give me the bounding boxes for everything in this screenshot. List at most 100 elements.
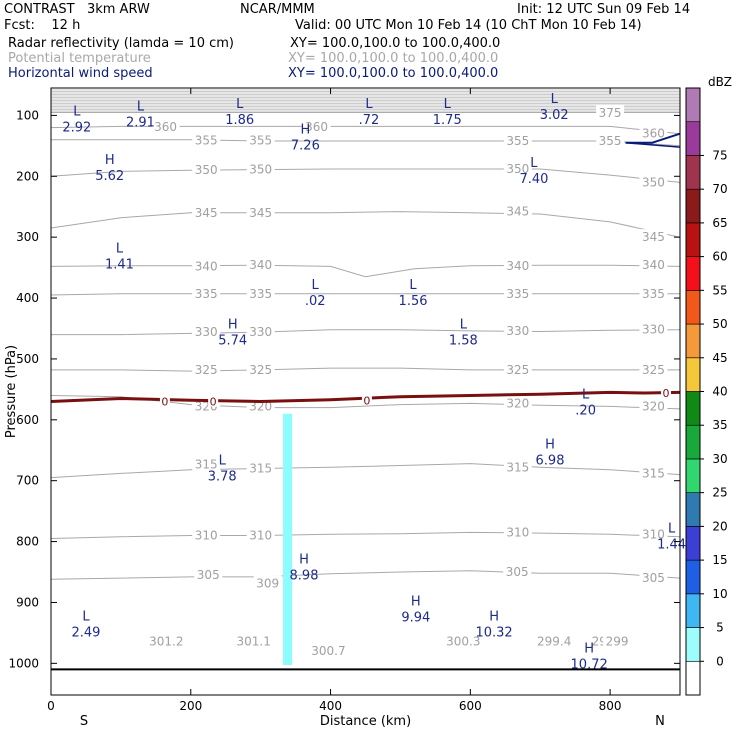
theta-label-bg (192, 132, 221, 147)
y-tick-label: 800 (16, 535, 39, 549)
theta-label-bg (639, 361, 668, 376)
theta-label: 310 (195, 528, 218, 542)
wind-extremum-L: L (236, 97, 244, 112)
theta-label: 315 (195, 457, 218, 471)
field-xy-reflectivity: XY= 100.0,100.0 to 100.0,400.0 (290, 36, 501, 51)
theta-label-bg (639, 465, 668, 480)
theta-label-bg (503, 322, 532, 337)
theta-label: 345 (195, 206, 218, 220)
colorbar-level-label: 60 (712, 250, 727, 264)
theta-label: 355 (506, 134, 529, 148)
theta-contour-315 (50, 463, 681, 479)
theta-label: 355 (249, 133, 272, 147)
theta-label: 355 (599, 134, 622, 148)
theta-label: 325 (642, 363, 665, 377)
zero-isotherm-label-bg (661, 387, 672, 399)
theta-label: 345 (506, 205, 529, 219)
colorbar-swatch (685, 391, 701, 426)
theta-label-bg (246, 361, 275, 376)
header-init: Init: 12 UTC Sun 09 Feb 14 (517, 2, 691, 17)
theta-label: 375 (599, 106, 622, 120)
wind-extremum-value: 6.98 (536, 453, 565, 468)
theta-label: 305 (506, 565, 529, 579)
colorbar-level-label: 40 (712, 385, 727, 399)
theta-label-bg (639, 526, 668, 541)
wind-extremum-value: 1.44 (657, 537, 686, 552)
theta-label: 350 (642, 175, 665, 189)
plot-frame (50, 87, 681, 696)
wind-extremum-value: 1.58 (449, 333, 478, 348)
theta-label: 301.1 (236, 634, 270, 648)
colorbar-level-label: 25 (712, 486, 727, 500)
x-axis-label: Distance (km) (320, 714, 411, 729)
theta-label-bg (192, 361, 221, 376)
colorbar-level-label: 50 (712, 317, 727, 331)
theta-label: 310 (642, 527, 665, 541)
wind-extremum-L: L (219, 453, 227, 468)
theta-label: 330 (249, 325, 272, 339)
theta-label-bg (503, 361, 532, 376)
theta-label: 335 (642, 287, 665, 301)
colorbar-level-label: 20 (712, 519, 727, 533)
wind-extremum-value: 9.94 (401, 611, 430, 626)
zero-isotherm-label: 0 (210, 396, 217, 409)
wind-extremum-L: L (444, 97, 452, 112)
wind-extremum-L: L (137, 100, 145, 115)
wind-extremum-value: 7.26 (291, 139, 320, 154)
y-tick-label: 900 (16, 595, 39, 609)
wind-extremum-value: 2.91 (126, 116, 155, 131)
wind-extremum-L: L (530, 156, 538, 171)
theta-label-bg (503, 160, 532, 175)
theta-label-bg (639, 174, 668, 189)
colorbar-swatch (685, 526, 701, 561)
theta-label-bg (639, 321, 668, 336)
theta-label: 309 (256, 577, 279, 591)
field-label-wind: Horizontal wind speed (8, 66, 153, 81)
theta-label-bg (192, 258, 221, 273)
theta-label: 315 (642, 466, 665, 480)
theta-label: 360 (154, 120, 177, 134)
colorbar-swatch (685, 424, 701, 460)
wind-extremum-value: 5.74 (218, 333, 247, 348)
wind-extremum-value: 2.92 (62, 120, 91, 135)
header-fcst: Fcst: 12 h (4, 18, 81, 33)
theta-label: 345 (249, 206, 272, 220)
theta-label-bg (194, 567, 223, 582)
theta-label-bg (503, 459, 532, 474)
theta-label: 300.3 (446, 634, 480, 648)
colorbar-level-label: 65 (712, 216, 727, 230)
theta-label-bg (540, 633, 569, 648)
theta-label: 350 (506, 162, 529, 176)
wind-extremum-L: L (312, 278, 320, 293)
x-tick-label: 0 (47, 699, 55, 713)
theta-label: 350 (249, 163, 272, 177)
theta-label-bg (192, 285, 221, 300)
colorbar-level-label: 5 (716, 621, 724, 635)
colorbar-swatch (685, 323, 701, 359)
theta-label: 300.7 (311, 644, 345, 658)
theta-label: 340 (249, 258, 272, 272)
theta-contour-350 (50, 168, 681, 183)
theta-label-bg (246, 257, 275, 272)
theta-label: 320 (506, 396, 529, 410)
theta-label-bg (639, 229, 668, 244)
theta-label-bg (503, 257, 532, 272)
theta-label-bg (639, 570, 668, 585)
zero-isotherm-label: 0 (161, 396, 168, 409)
header-center: NCAR/MMM (240, 2, 315, 17)
x-end-label-south: S (80, 714, 88, 729)
wind-extremum-L: L (73, 104, 81, 119)
theta-label: 310 (506, 525, 529, 539)
x-end-label-north: N (655, 714, 665, 729)
theta-label-bg (151, 118, 180, 133)
theta-label: 320 (249, 399, 272, 413)
colorbar-swatch (685, 593, 701, 628)
theta-label: 350 (195, 163, 218, 177)
wind-extremum-H: H (105, 153, 115, 168)
theta-contour-310 (50, 531, 681, 539)
x-tick-label: 800 (599, 699, 622, 713)
colorbar-swatch (685, 660, 701, 696)
theta-label: 330 (195, 325, 218, 339)
theta-label-bg (639, 398, 668, 413)
theta-label: 315 (506, 460, 529, 474)
